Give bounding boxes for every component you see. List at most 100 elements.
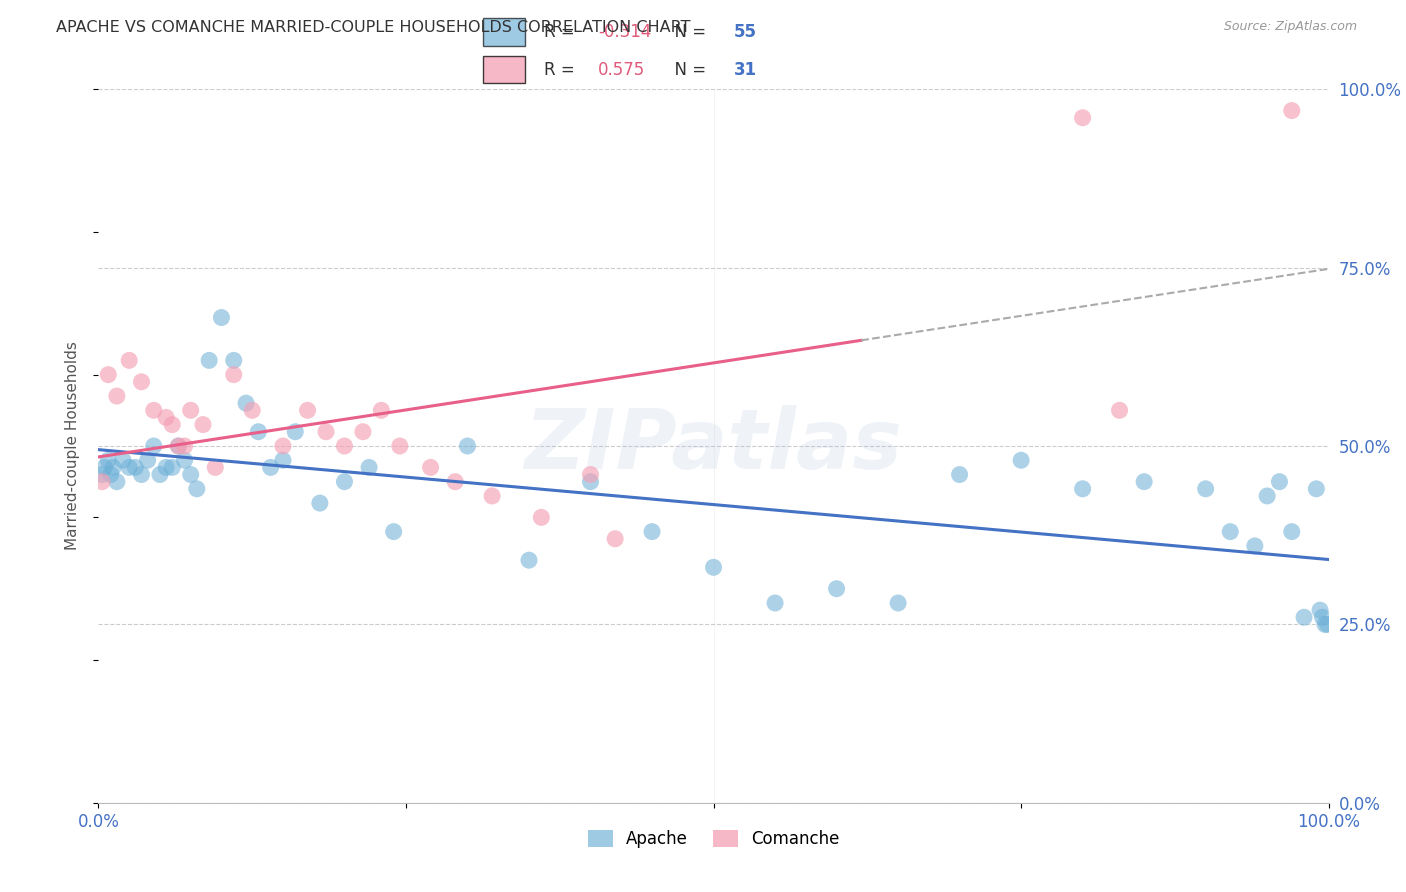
Point	[1294, 610, 1316, 624]
Point	[359, 460, 381, 475]
Point	[605, 532, 627, 546]
Point	[100, 467, 122, 482]
Point	[136, 453, 159, 467]
Point	[382, 524, 405, 539]
Point	[222, 353, 245, 368]
Point	[530, 510, 553, 524]
Point	[1312, 610, 1334, 624]
Point	[579, 475, 602, 489]
Text: ZIPatlas: ZIPatlas	[524, 406, 903, 486]
Point	[1281, 524, 1303, 539]
Point	[1133, 475, 1156, 489]
Point	[97, 368, 120, 382]
Point	[641, 524, 664, 539]
Point	[260, 460, 283, 475]
Point	[204, 460, 226, 475]
Point	[1195, 482, 1218, 496]
Point	[1071, 111, 1094, 125]
Point	[1305, 482, 1327, 496]
Point	[444, 475, 467, 489]
Point	[1010, 453, 1032, 467]
Point	[112, 453, 135, 467]
Point	[352, 425, 374, 439]
Point	[1281, 103, 1303, 118]
Point	[1268, 475, 1291, 489]
Point	[149, 467, 172, 482]
Point	[97, 453, 120, 467]
Point	[247, 425, 270, 439]
FancyBboxPatch shape	[484, 55, 526, 84]
Point	[949, 467, 972, 482]
Point	[155, 460, 177, 475]
Point	[124, 460, 146, 475]
Point	[1316, 617, 1339, 632]
Point	[131, 467, 153, 482]
Point	[1309, 603, 1331, 617]
Point	[186, 482, 208, 496]
Point	[131, 375, 153, 389]
Point	[211, 310, 233, 325]
Point	[1244, 539, 1267, 553]
Text: R =: R =	[544, 61, 579, 78]
Point	[1108, 403, 1130, 417]
Point	[105, 389, 128, 403]
Point	[309, 496, 332, 510]
Point	[162, 417, 183, 432]
Point	[118, 353, 141, 368]
Point	[887, 596, 910, 610]
Point	[180, 403, 202, 417]
Point	[333, 439, 356, 453]
Point	[517, 553, 540, 567]
Point	[167, 439, 190, 453]
Point	[284, 425, 307, 439]
Point	[825, 582, 848, 596]
Legend: Apache, Comanche: Apache, Comanche	[581, 823, 846, 855]
Text: APACHE VS COMANCHE MARRIED-COUPLE HOUSEHOLDS CORRELATION CHART: APACHE VS COMANCHE MARRIED-COUPLE HOUSEH…	[56, 20, 690, 35]
Point	[191, 417, 214, 432]
Point	[118, 460, 141, 475]
Point	[235, 396, 257, 410]
Point	[271, 439, 294, 453]
Point	[388, 439, 411, 453]
Point	[1256, 489, 1278, 503]
Point	[103, 460, 125, 475]
Point	[333, 475, 356, 489]
Text: Source: ZipAtlas.com: Source: ZipAtlas.com	[1223, 20, 1357, 33]
Point	[579, 467, 602, 482]
Point	[93, 460, 115, 475]
Point	[155, 410, 177, 425]
Point	[370, 403, 392, 417]
Point	[703, 560, 725, 574]
Text: N =: N =	[665, 61, 711, 78]
Point	[419, 460, 441, 475]
Point	[456, 439, 478, 453]
Point	[142, 439, 165, 453]
Text: -0.314: -0.314	[598, 23, 651, 41]
Text: 31: 31	[734, 61, 756, 78]
Point	[763, 596, 786, 610]
Y-axis label: Married-couple Households: Married-couple Households	[65, 342, 80, 550]
Text: R =: R =	[544, 23, 579, 41]
Point	[1313, 617, 1336, 632]
Point	[167, 439, 190, 453]
Text: N =: N =	[665, 23, 711, 41]
Point	[142, 403, 165, 417]
Point	[162, 460, 183, 475]
Point	[105, 475, 128, 489]
Point	[1219, 524, 1241, 539]
Text: 55: 55	[734, 23, 756, 41]
Point	[222, 368, 245, 382]
Point	[173, 453, 195, 467]
Point	[481, 489, 503, 503]
Text: 0.575: 0.575	[598, 61, 645, 78]
Point	[297, 403, 319, 417]
Point	[315, 425, 337, 439]
Point	[271, 453, 294, 467]
Point	[91, 475, 114, 489]
Point	[173, 439, 195, 453]
Point	[1071, 482, 1094, 496]
Point	[240, 403, 263, 417]
Point	[198, 353, 221, 368]
FancyBboxPatch shape	[484, 18, 526, 46]
Point	[180, 467, 202, 482]
